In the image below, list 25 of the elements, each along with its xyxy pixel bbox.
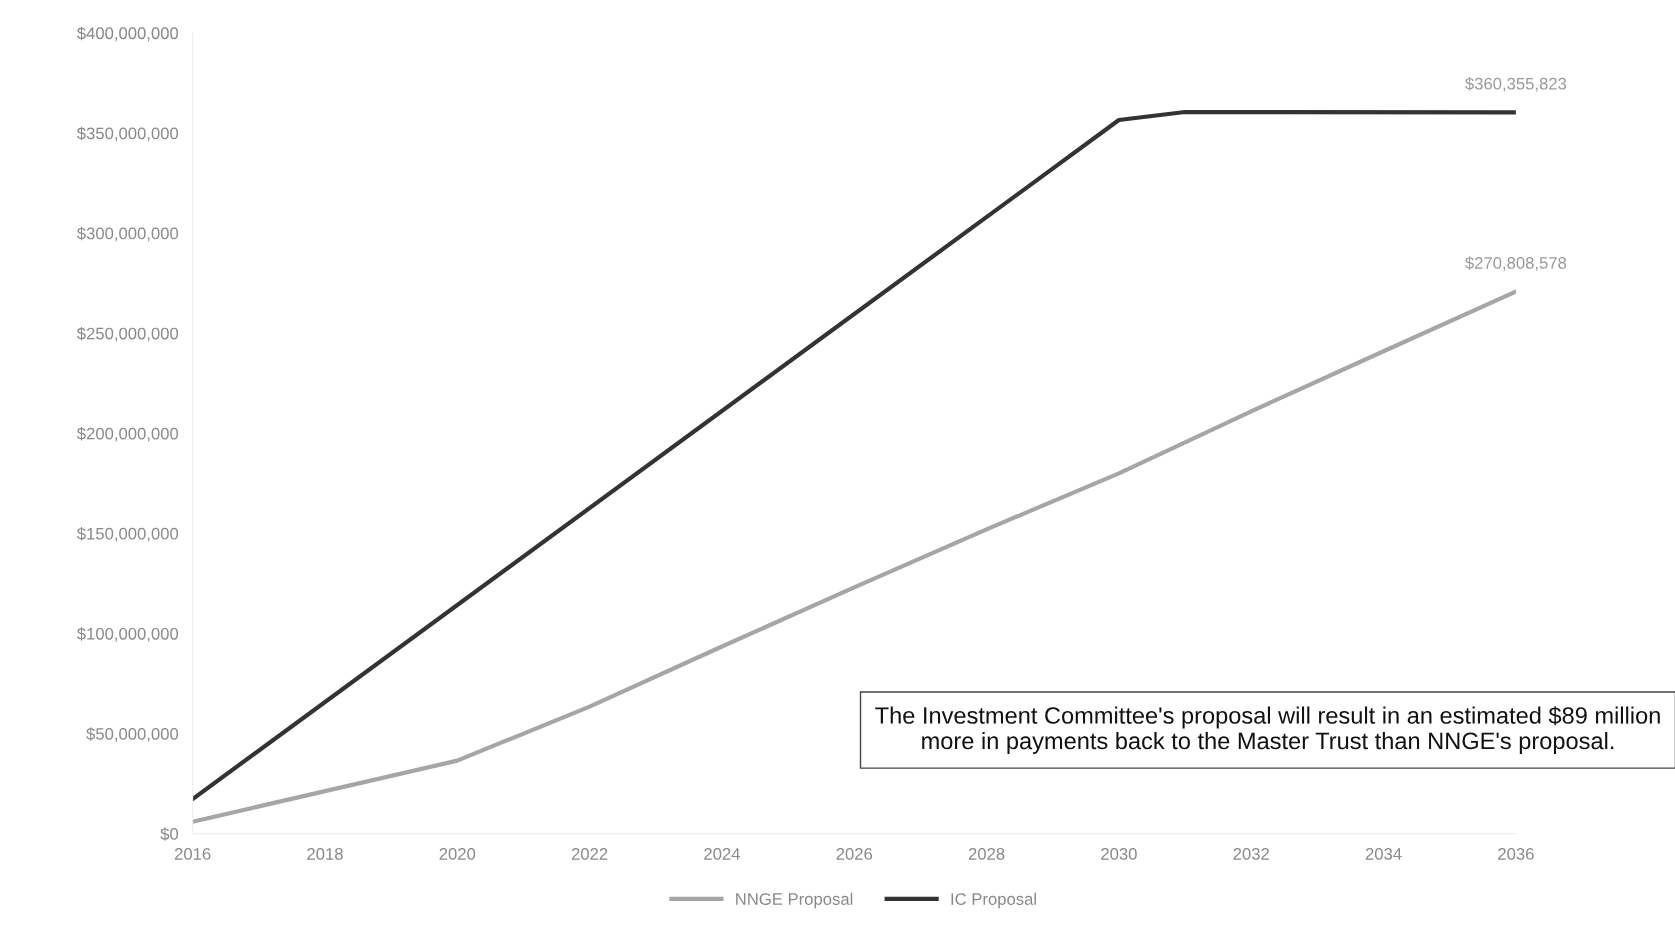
x-tick-label: 2018 bbox=[307, 848, 343, 860]
y-tick-label: $250,000,000 bbox=[76, 326, 179, 342]
x-tick-label: 2028 bbox=[968, 848, 1005, 860]
annotation: $270,808,578 bbox=[1465, 256, 1567, 271]
annotation: $360,355,823 bbox=[1465, 77, 1567, 92]
x-tick-label: 2026 bbox=[836, 848, 873, 860]
legend-label: NNGE Proposal bbox=[736, 892, 853, 909]
y-tick-label: $200,000,000 bbox=[76, 427, 179, 442]
y-tick-label: $150,000,000 bbox=[76, 527, 179, 542]
x-tick-label: 2016 bbox=[174, 848, 211, 860]
x-tick-label: 2030 bbox=[1101, 848, 1137, 860]
x-tick-label: 2034 bbox=[1365, 848, 1402, 860]
y-tick-label: $50,000,000 bbox=[86, 727, 179, 742]
y-tick-label: $100,000,000 bbox=[76, 627, 179, 642]
x-tick-label: 2032 bbox=[1233, 848, 1269, 860]
y-tick-label: $0 bbox=[160, 827, 179, 841]
annotation: The Investment Committee's proposal will result in an estimated $89 million more in payments back to the Master Trust than NNGE's proposal. bbox=[875, 706, 1660, 754]
x-tick-label: 2022 bbox=[571, 848, 608, 860]
x-tick-label: 2036 bbox=[1498, 848, 1534, 860]
y-tick-label: $300,000,000 bbox=[76, 226, 179, 242]
y-tick-label: $350,000,000 bbox=[76, 126, 179, 142]
x-tick-label: 2024 bbox=[704, 848, 740, 860]
y-tick-label: $400,000,000 bbox=[76, 26, 179, 42]
x-tick-label: 2020 bbox=[439, 848, 476, 860]
legend-label: IC Proposal bbox=[951, 892, 1036, 909]
